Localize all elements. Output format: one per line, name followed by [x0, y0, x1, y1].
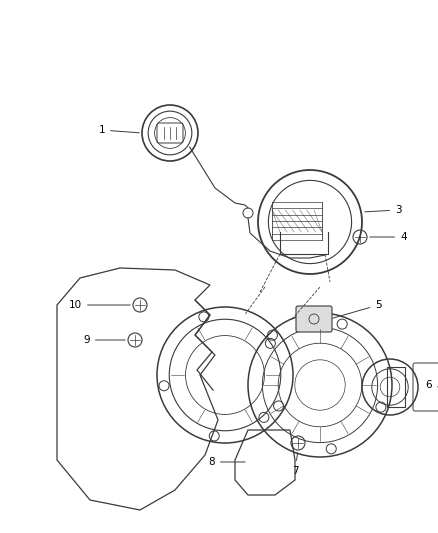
- Text: 7: 7: [292, 453, 298, 476]
- Bar: [387, 367, 405, 407]
- FancyBboxPatch shape: [296, 306, 332, 332]
- Text: 10: 10: [69, 300, 130, 310]
- Text: 3: 3: [365, 205, 402, 215]
- Text: 1: 1: [99, 125, 139, 135]
- Text: 6: 6: [425, 380, 438, 390]
- Text: 4: 4: [370, 232, 406, 242]
- Text: 5: 5: [333, 300, 381, 318]
- Text: 8: 8: [208, 457, 245, 467]
- Text: 9: 9: [83, 335, 125, 345]
